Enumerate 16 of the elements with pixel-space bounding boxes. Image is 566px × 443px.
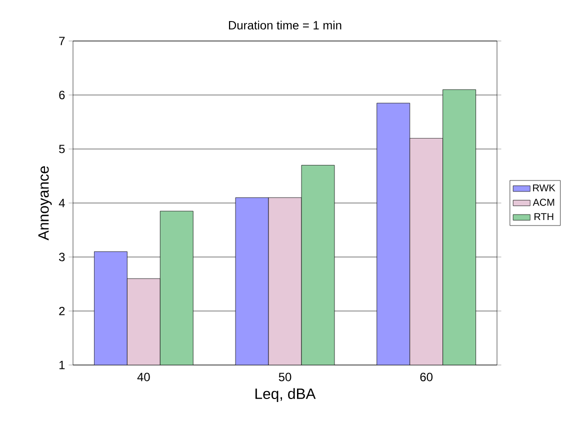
legend-label: RWK <box>533 184 556 192</box>
y-tick-label: 7 <box>59 36 65 46</box>
y-tick-label: 2 <box>59 306 65 316</box>
x-axis-title: Leq, dBA <box>255 388 316 402</box>
x-tick-label: 40 <box>137 372 150 382</box>
legend-label: ACM <box>532 198 554 206</box>
y-tick-label: 1 <box>59 360 65 370</box>
y-tick-label: 4 <box>58 198 65 208</box>
y-tick-label: 6 <box>59 90 65 100</box>
x-tick-label: 60 <box>420 372 433 382</box>
chart-title: Duration time = 1 min <box>229 20 342 30</box>
y-tick-label: 5 <box>59 144 65 154</box>
x-tick-label: 50 <box>278 372 292 382</box>
legend-label: RTH <box>534 213 554 220</box>
y-axis-title: Annoyance <box>38 166 52 240</box>
y-tick-label: 3 <box>59 252 65 262</box>
